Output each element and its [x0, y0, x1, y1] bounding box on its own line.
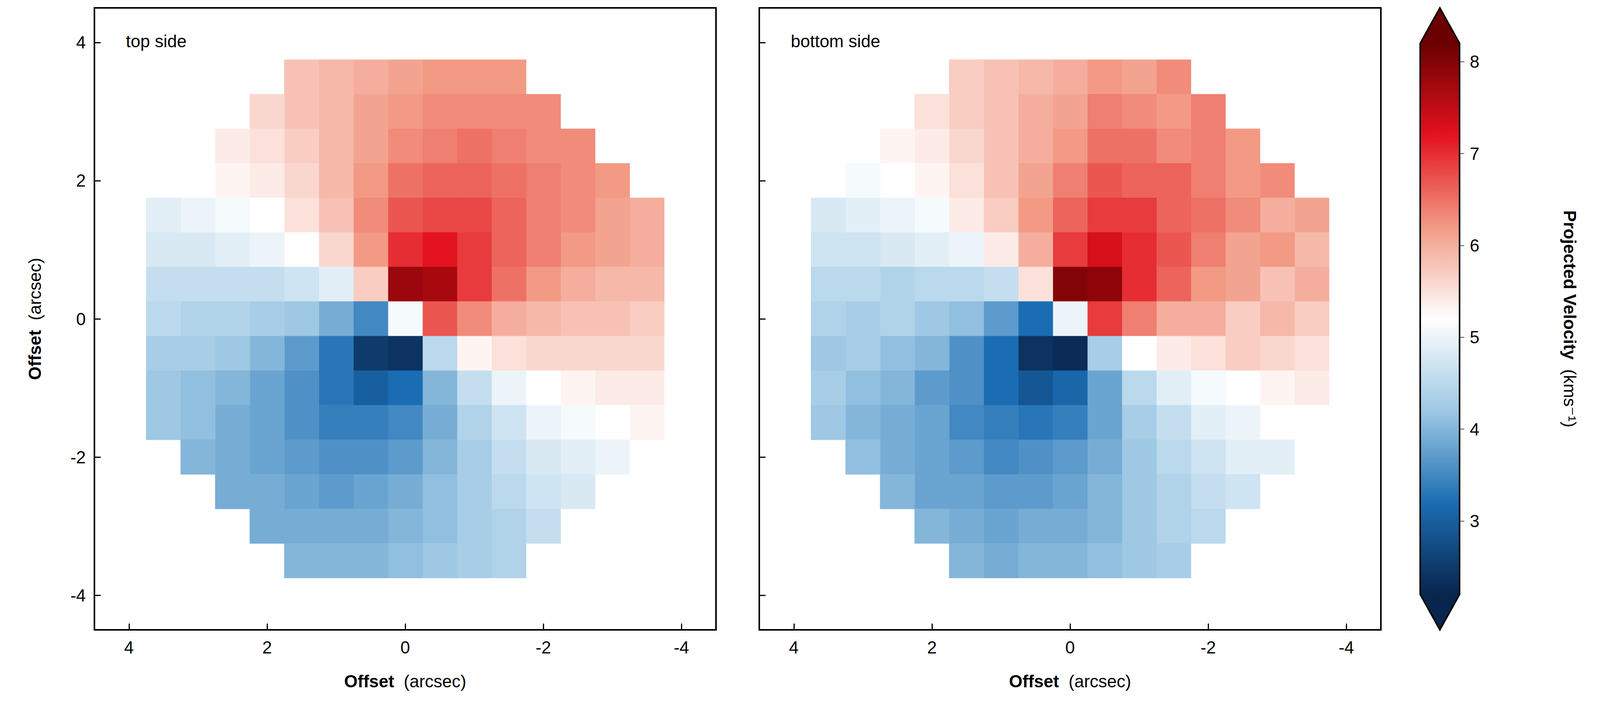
svg-text:2: 2	[76, 170, 86, 191]
svg-text:Offset: Offset	[25, 329, 45, 380]
svg-text:Offset: Offset	[1009, 671, 1060, 691]
svg-text:4: 4	[76, 32, 86, 52]
svg-text:7: 7	[1469, 143, 1480, 164]
svg-text:2: 2	[927, 637, 937, 657]
svg-text:bottom side: bottom side	[790, 31, 881, 51]
svg-text:(kms⁻¹): (kms⁻¹)	[1560, 369, 1580, 428]
svg-text:4: 4	[1469, 419, 1480, 439]
svg-text:top side: top side	[125, 31, 187, 51]
svg-text:-4: -4	[70, 585, 86, 605]
svg-text:6: 6	[1469, 235, 1480, 255]
svg-text:(arcsec): (arcsec)	[403, 671, 467, 691]
svg-text:-2: -2	[70, 447, 86, 467]
svg-text:-2: -2	[1200, 637, 1217, 657]
svg-text:8: 8	[1469, 51, 1480, 72]
svg-text:5: 5	[1469, 327, 1480, 347]
svg-text:-4: -4	[673, 637, 690, 657]
svg-text:0: 0	[76, 309, 86, 329]
svg-text:Projected Velocity: Projected Velocity	[1560, 210, 1580, 360]
svg-text:3: 3	[1469, 511, 1480, 531]
svg-text:Offset: Offset	[344, 671, 395, 691]
svg-text:2: 2	[262, 637, 272, 657]
svg-text:(arcsec): (arcsec)	[1068, 671, 1132, 691]
svg-text:-2: -2	[535, 637, 552, 657]
svg-text:-4: -4	[1338, 637, 1355, 657]
svg-text:0: 0	[400, 637, 410, 657]
svg-text:4: 4	[789, 637, 799, 657]
svg-text:0: 0	[1065, 637, 1075, 657]
svg-text:(arcsec): (arcsec)	[25, 257, 45, 321]
svg-text:4: 4	[124, 637, 134, 657]
